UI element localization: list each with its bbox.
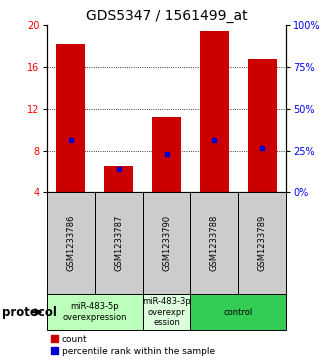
Text: GSM1233788: GSM1233788 <box>210 215 219 272</box>
Bar <box>143 294 190 330</box>
Text: miR-483-5p
overexpression: miR-483-5p overexpression <box>62 302 127 322</box>
Bar <box>95 192 143 294</box>
Text: GSM1233787: GSM1233787 <box>114 215 123 272</box>
Text: GDS5347 / 1561499_at: GDS5347 / 1561499_at <box>86 9 247 23</box>
Bar <box>200 30 229 192</box>
Bar <box>143 192 190 294</box>
Bar <box>190 192 238 294</box>
Bar <box>190 294 286 330</box>
Bar <box>47 192 95 294</box>
Bar <box>238 192 286 294</box>
Text: protocol: protocol <box>2 306 57 319</box>
Bar <box>47 294 143 330</box>
Text: GSM1233789: GSM1233789 <box>258 215 267 271</box>
Text: GSM1233790: GSM1233790 <box>162 215 171 271</box>
Text: miR-483-3p
overexpr
ession: miR-483-3p overexpr ession <box>142 297 191 327</box>
Bar <box>56 44 85 192</box>
Bar <box>248 59 277 192</box>
Legend: count, percentile rank within the sample: count, percentile rank within the sample <box>51 335 215 355</box>
Text: GSM1233786: GSM1233786 <box>66 215 75 272</box>
Bar <box>152 117 181 192</box>
Bar <box>104 166 133 192</box>
Text: control: control <box>224 308 253 317</box>
